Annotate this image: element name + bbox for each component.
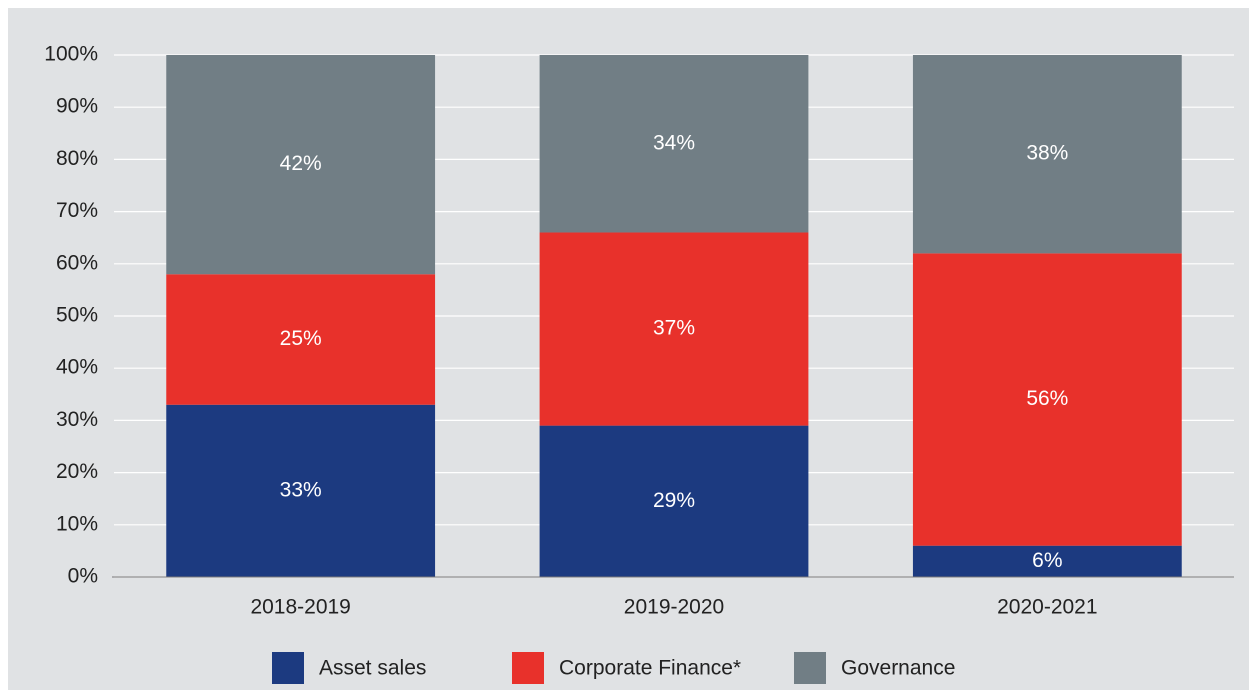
bar-segment: [166, 404, 436, 577]
bar-segment: [166, 55, 436, 275]
bar-segment: [912, 55, 1182, 254]
y-tick-label: 60%: [56, 251, 98, 274]
legend-label: Asset sales: [319, 657, 426, 680]
legend-swatch: [794, 652, 826, 684]
x-tick-label: 2018-2019: [250, 596, 350, 619]
bar-segment: [539, 55, 809, 233]
y-tick-label: 30%: [56, 408, 98, 431]
bar-segment: [166, 274, 436, 405]
y-tick-label: 100%: [44, 43, 98, 66]
data-label: 42%: [280, 152, 322, 175]
legend-label: Governance: [841, 657, 955, 680]
y-tick-label: 80%: [56, 147, 98, 170]
bar-segment: [539, 425, 809, 577]
y-tick-label: 50%: [56, 304, 98, 327]
data-label: 6%: [1032, 549, 1062, 572]
data-label: 56%: [1026, 387, 1068, 410]
data-label: 29%: [653, 489, 695, 512]
x-tick-label: 2020-2021: [997, 596, 1097, 619]
y-tick-label: 0%: [68, 565, 98, 588]
x-tick-label: 2019-2020: [624, 596, 724, 619]
data-label: 34%: [653, 131, 695, 154]
bar-segment: [539, 232, 809, 426]
y-tick-label: 10%: [56, 512, 98, 535]
data-label: 38%: [1026, 142, 1068, 165]
legend-swatch: [272, 652, 304, 684]
y-tick-label: 40%: [56, 356, 98, 379]
legend-label: Corporate Finance*: [559, 657, 741, 680]
y-tick-label: 90%: [56, 95, 98, 118]
y-tick-label: 70%: [56, 199, 98, 222]
y-tick-label: 20%: [56, 460, 98, 483]
bar-segment: [912, 545, 1182, 577]
data-label: 37%: [653, 317, 695, 340]
bar-segment: [912, 253, 1182, 546]
legend-swatch: [512, 652, 544, 684]
data-label: 25%: [280, 327, 322, 350]
data-label: 33%: [280, 478, 322, 501]
